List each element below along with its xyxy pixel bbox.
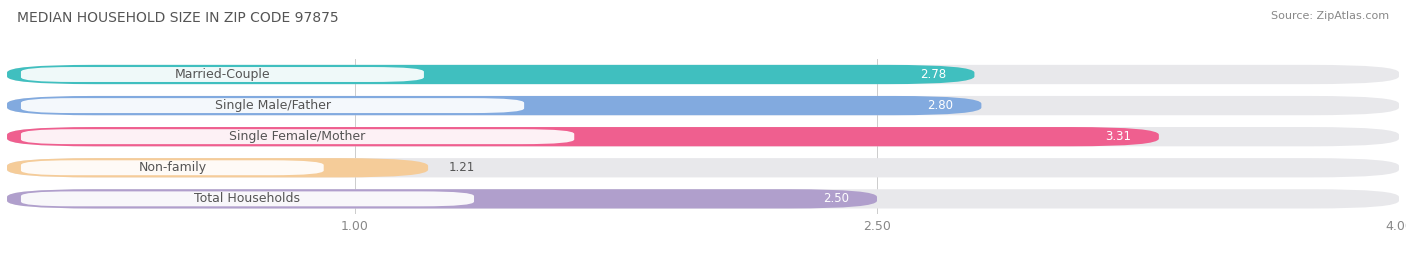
FancyBboxPatch shape — [21, 129, 574, 144]
Text: MEDIAN HOUSEHOLD SIZE IN ZIP CODE 97875: MEDIAN HOUSEHOLD SIZE IN ZIP CODE 97875 — [17, 11, 339, 25]
Text: Non-family: Non-family — [138, 161, 207, 174]
Text: Total Households: Total Households — [194, 192, 301, 205]
FancyBboxPatch shape — [7, 65, 974, 84]
Text: Married-Couple: Married-Couple — [174, 68, 270, 81]
FancyBboxPatch shape — [7, 158, 427, 177]
Text: 1.21: 1.21 — [449, 161, 475, 174]
FancyBboxPatch shape — [7, 127, 1159, 146]
Text: 2.78: 2.78 — [921, 68, 946, 81]
FancyBboxPatch shape — [7, 189, 877, 209]
Text: 2.50: 2.50 — [823, 192, 849, 205]
Text: Single Male/Father: Single Male/Father — [215, 99, 330, 112]
FancyBboxPatch shape — [21, 191, 474, 206]
FancyBboxPatch shape — [7, 158, 1399, 177]
FancyBboxPatch shape — [7, 127, 1399, 146]
Text: 3.31: 3.31 — [1105, 130, 1130, 143]
FancyBboxPatch shape — [7, 96, 1399, 115]
Text: Source: ZipAtlas.com: Source: ZipAtlas.com — [1271, 11, 1389, 21]
Text: 2.80: 2.80 — [928, 99, 953, 112]
FancyBboxPatch shape — [21, 98, 524, 113]
FancyBboxPatch shape — [7, 96, 981, 115]
Text: Single Female/Mother: Single Female/Mother — [229, 130, 366, 143]
FancyBboxPatch shape — [21, 67, 425, 82]
FancyBboxPatch shape — [7, 65, 1399, 84]
FancyBboxPatch shape — [21, 160, 323, 175]
FancyBboxPatch shape — [7, 189, 1399, 209]
